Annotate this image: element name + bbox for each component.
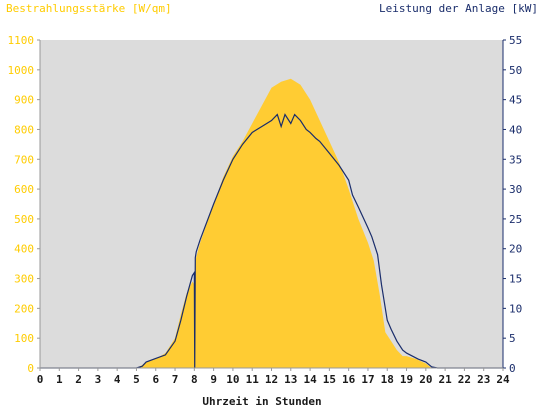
left-tick-label: 800 [14, 123, 34, 136]
x-tick-label: 10 [226, 373, 239, 386]
left-tick-label: 200 [14, 302, 34, 315]
series-layer [40, 78, 503, 369]
x-tick-label: 8 [191, 373, 198, 386]
left-tick-label: 1000 [8, 64, 35, 77]
x-tick-labels: 0 1 2 3 4 5 6 7 8 9 10 11 12 13 14 15 16 17 18 19 20 21 22 23 24 [37, 368, 510, 386]
x-tick-label: 3 [95, 373, 102, 386]
x-tick-label: 12 [265, 373, 278, 386]
x-tick-label: 1 [56, 373, 63, 386]
left-tick-label: 600 [14, 183, 34, 196]
right-tick-labels: 0 5 10 15 20 25 30 35 40 45 50 55 [503, 34, 522, 375]
x-tick-label: 6 [152, 373, 159, 386]
right-tick-label: 0 [509, 362, 516, 375]
left-tick-label: 100 [14, 332, 34, 345]
right-tick-label: 40 [509, 123, 522, 136]
x-tick-label: 15 [323, 373, 336, 386]
x-axis-title: Uhrzeit in Stunden [202, 395, 321, 408]
x-tick-label: 18 [381, 373, 394, 386]
right-tick-label: 30 [509, 183, 522, 196]
left-tick-label: 300 [14, 273, 34, 286]
right-tick-label: 55 [509, 34, 522, 47]
x-tick-label: 19 [400, 373, 413, 386]
left-tick-label: 900 [14, 94, 34, 107]
power-line [40, 113, 503, 369]
x-tick-label: 14 [303, 373, 317, 386]
right-tick-label: 25 [509, 213, 522, 226]
left-axis-title: Bestrahlungsstärke [W/qm] [6, 2, 172, 15]
x-tick-label: 9 [210, 373, 217, 386]
left-tick-label: 700 [14, 153, 34, 166]
right-tick-label: 45 [509, 94, 522, 107]
right-tick-label: 35 [509, 153, 522, 166]
x-tick-label: 2 [75, 373, 82, 386]
left-tick-label: 500 [14, 213, 34, 226]
x-tick-label: 21 [439, 373, 453, 386]
x-tick-label: 4 [114, 373, 121, 386]
x-tick-label: 11 [246, 373, 260, 386]
right-tick-label: 15 [509, 273, 522, 286]
left-tick-labels: 0 100 200 300 400 500 600 700 800 900 1000 1100 [8, 34, 40, 375]
x-tick-label: 16 [342, 373, 356, 386]
x-tick-label: 13 [284, 373, 297, 386]
x-tick-label: 7 [172, 373, 179, 386]
x-tick-label: 22 [458, 373, 471, 386]
right-tick-label: 5 [509, 332, 516, 345]
left-tick-label: 0 [27, 362, 34, 375]
x-tick-label: 20 [419, 373, 432, 386]
left-tick-label: 1100 [8, 34, 35, 47]
x-tick-label: 24 [496, 373, 510, 386]
right-axis-title: Leistung der Anlage [kW] [379, 2, 538, 15]
x-tick-label: 23 [477, 373, 490, 386]
left-tick-label: 400 [14, 243, 34, 256]
right-tick-label: 10 [509, 302, 522, 315]
x-tick-label: 17 [361, 373, 374, 386]
x-tick-label: 5 [133, 373, 140, 386]
x-tick-label: 0 [37, 373, 44, 386]
irradiance-area [40, 78, 503, 368]
right-tick-label: 50 [509, 64, 522, 77]
right-tick-label: 20 [509, 243, 522, 256]
